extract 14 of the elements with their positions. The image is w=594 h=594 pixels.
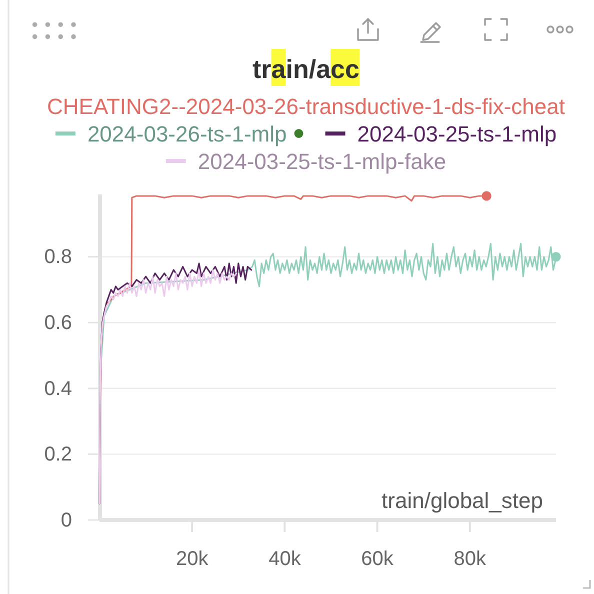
x-axis-title: train/global_step [382,488,543,513]
y-tick-label: 0 [60,509,72,532]
x-tick-label: 20k [176,548,210,570]
y-tick-label: 0.6 [44,312,72,334]
x-tick-label: 40k [268,548,302,570]
text: CHEATING2--2024-03-26-transductive-1-ds-fix-cheat [47,94,565,119]
legend-label: 2024-03-26-ts-1-mlp [87,122,287,146]
y-tick-label: 0.4 [44,378,72,400]
x-tick-label: 80k [454,548,488,570]
y-tick-label: 0.2 [44,444,72,466]
y-tick-label: 0.8 [44,246,72,268]
legend-label: 2024-03-25-ts-1-mlp-fake [198,149,446,174]
x-tick-label: 60k [361,548,394,570]
legend-label: 2024-03-25-ts-1-mlp [357,122,557,146]
